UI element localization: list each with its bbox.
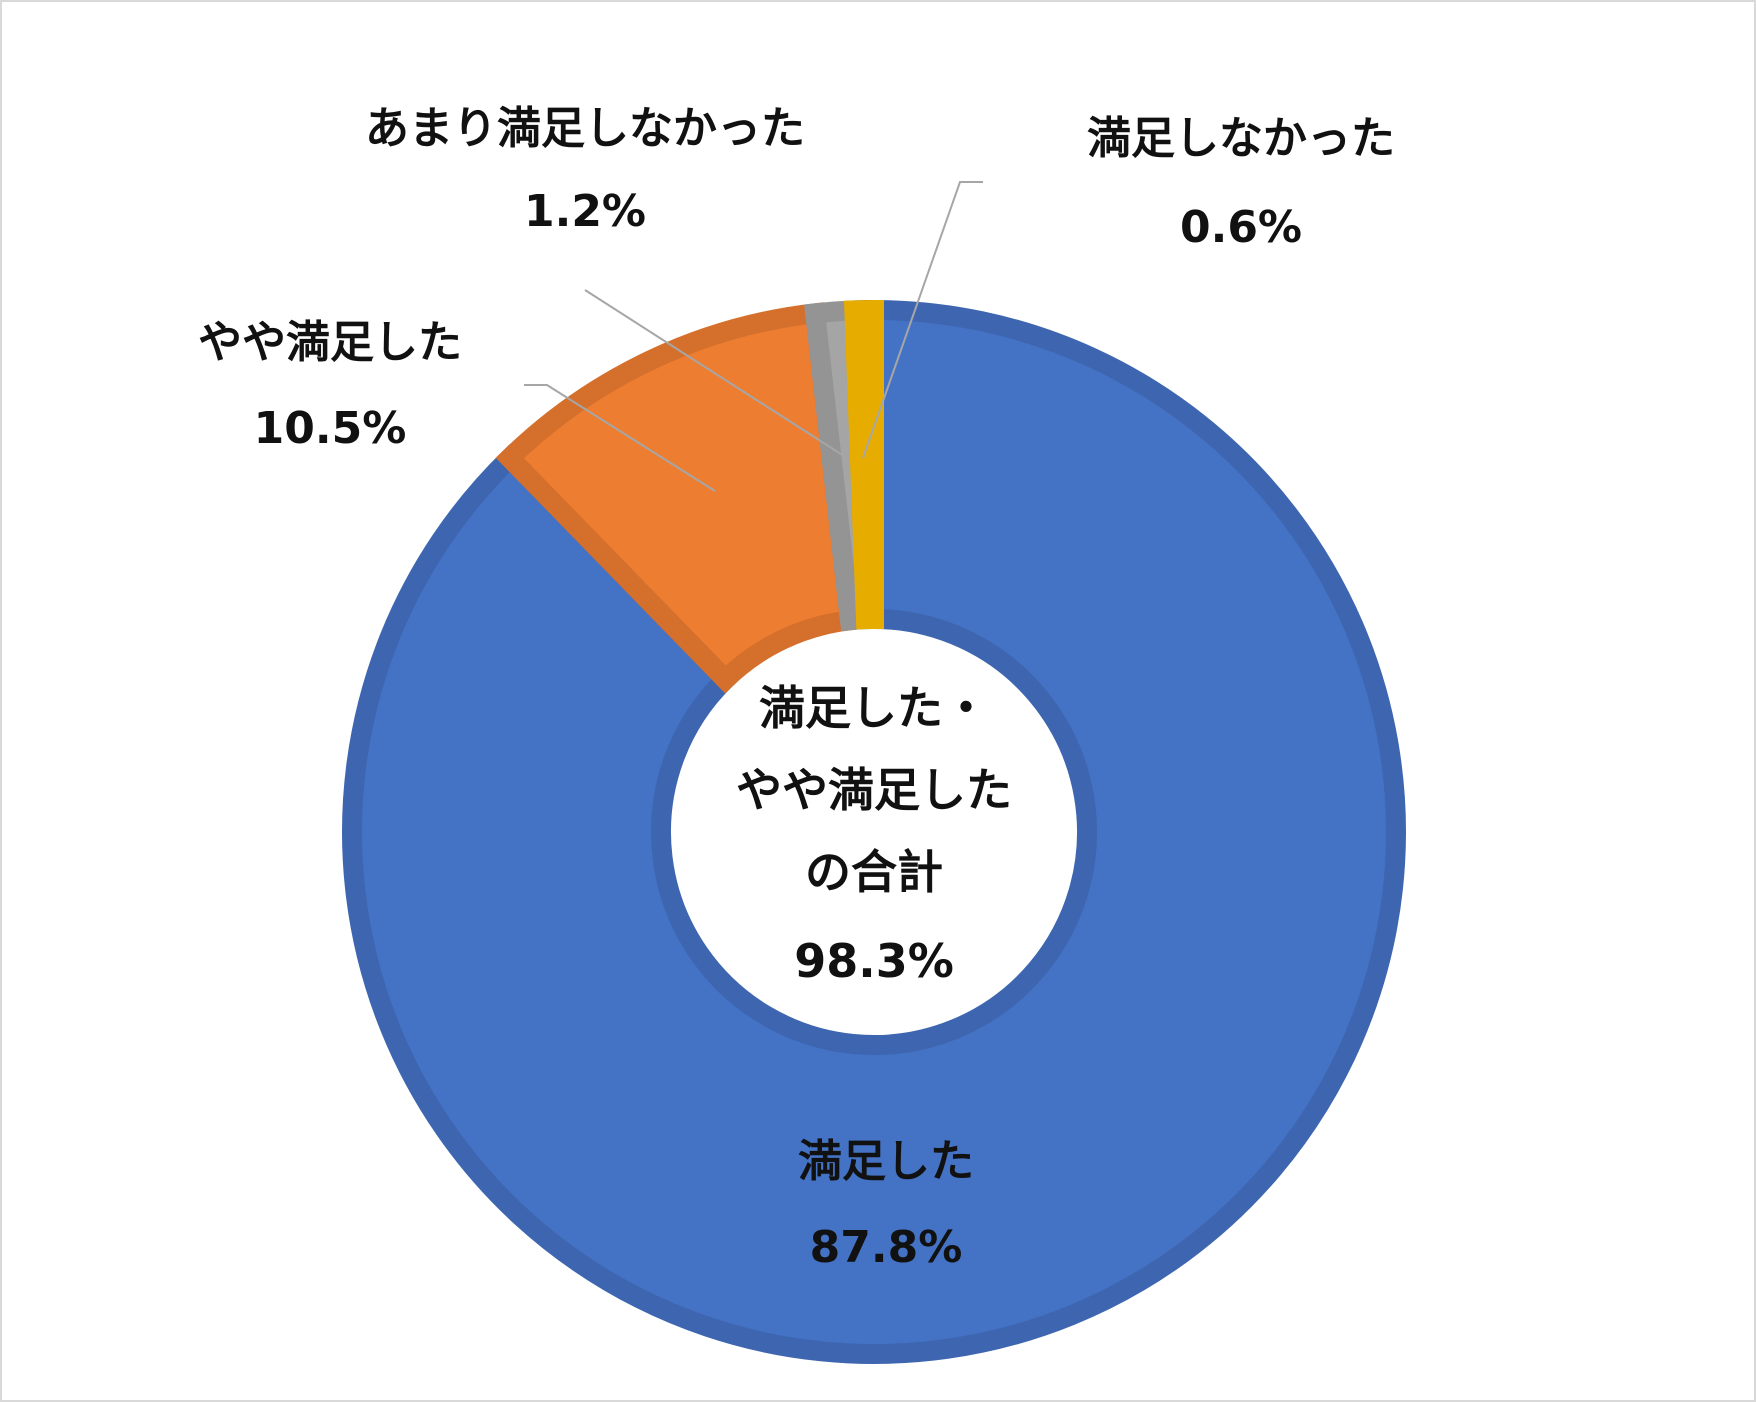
slice-満足しなかった — [843, 299, 884, 630]
leader-line-やや満足した — [524, 384, 716, 492]
center-label-line-3: の合計 — [805, 845, 943, 899]
label-value-あまり満足しなかった: 1.2% — [524, 186, 646, 237]
label-name-満足した: 満足した — [798, 1136, 974, 1187]
label-name-満足しなかった: 満足しなかった — [1087, 113, 1395, 164]
label-name-やや満足した: やや満足した — [198, 317, 462, 368]
center-label-line-1: 満足した・ — [759, 681, 989, 735]
label-name-あまり満足しなかった: あまり満足しなかった — [365, 103, 805, 154]
leader-lines — [524, 181, 983, 492]
center-label-value: 98.3% — [794, 934, 954, 988]
label-value-満足しなかった: 0.6% — [1180, 202, 1302, 253]
slices-group — [342, 299, 1406, 1364]
center-label-line-2: やや満足した — [736, 763, 1012, 817]
label-value-満足した: 87.8% — [810, 1222, 963, 1273]
label-value-やや満足した: 10.5% — [254, 403, 407, 454]
leader-line-満足しなかった — [862, 181, 983, 459]
leader-line-あまり満足しなかった — [584, 289, 848, 459]
